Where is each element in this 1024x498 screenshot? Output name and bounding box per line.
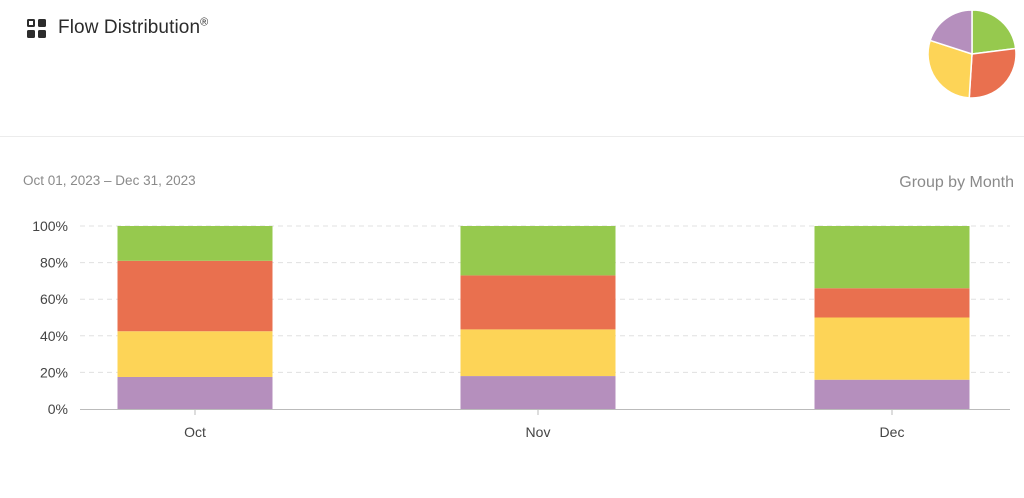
distribution-pie-chart[interactable] [926,8,1018,100]
widget-header: Flow Distribution® [0,0,1024,137]
bar-segment-dec-defect[interactable] [814,288,970,318]
bar-segment-oct-feature[interactable] [117,226,273,261]
y-tick-label: 0% [48,401,68,417]
x-tick-label: Nov [526,424,551,440]
x-tick-label: Oct [184,424,206,440]
pie-slice-defect[interactable] [968,47,1017,99]
y-tick-label: 80% [40,255,68,271]
page-title: Flow Distribution® [58,17,208,39]
y-tick-label: 60% [40,291,68,307]
dashboard-grid-icon [27,18,46,38]
bar-segment-oct-defect[interactable] [117,260,273,332]
bar-segment-nov-risk[interactable] [460,329,616,377]
bar-segment-dec-feature[interactable] [814,226,970,289]
group-by-selector[interactable]: Group by Month [899,174,1014,191]
title-area: Flow Distribution® [27,17,208,39]
title-label: Flow Distribution [58,17,201,38]
bar-segment-oct-debt[interactable] [117,376,273,409]
bar-segment-nov-debt[interactable] [460,376,616,409]
y-tick-label: 100% [32,218,68,234]
pie-slice-debt[interactable] [929,9,973,56]
date-range-label: Oct 01, 2023 – Dec 31, 2023 [23,173,196,188]
pie-slice-feature[interactable] [971,9,1017,55]
pie-svg [927,9,1017,99]
registered-mark: ® [200,16,209,29]
y-tick-label: 20% [40,364,68,380]
x-tick-label: Dec [880,424,905,440]
bar-chart-svg: 0% 20% 40% 60% 80% 100% Oct Nov Dec [32,218,1010,440]
pie-slice-risk[interactable] [927,39,973,99]
y-tick-label: 40% [40,328,68,344]
stacked-bar-chart: 0% 20% 40% 60% 80% 100% Oct Nov Dec [0,200,1024,460]
bar-segment-dec-debt[interactable] [814,379,970,409]
bar-segment-nov-defect[interactable] [460,275,616,330]
bar-segment-dec-risk[interactable] [814,317,970,380]
bar-segment-nov-feature[interactable] [460,226,616,276]
bar-segment-oct-risk[interactable] [117,331,273,377]
